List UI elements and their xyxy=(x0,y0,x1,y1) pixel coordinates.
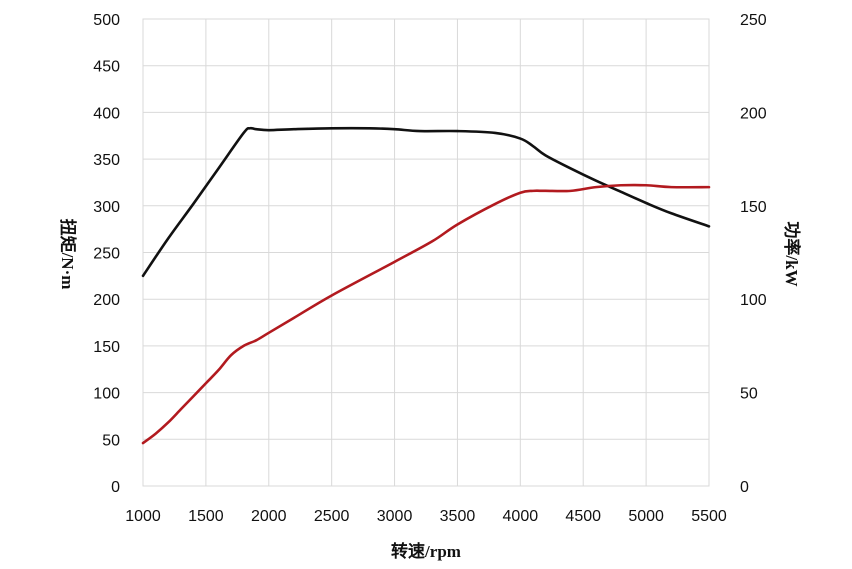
grid xyxy=(142,18,710,487)
x-axis-title: 转速/rpm xyxy=(391,541,461,561)
left-y-tick-label: 450 xyxy=(93,59,120,76)
right-y-axis-title: 功率/kW xyxy=(782,221,802,286)
series-layer xyxy=(141,126,711,445)
left-y-tick-label: 100 xyxy=(93,386,120,403)
plot-frame xyxy=(142,18,710,487)
left-y-tick-label: 400 xyxy=(93,105,120,122)
right-y-tick-label: 150 xyxy=(740,199,767,216)
x-tick-label: 3500 xyxy=(440,508,476,525)
right-y-tick-label: 100 xyxy=(740,292,767,309)
left-y-tick-label: 250 xyxy=(93,246,120,263)
right-y-tick-label: 200 xyxy=(740,105,767,122)
left-y-tick-label: 350 xyxy=(93,152,120,169)
tick-labels: 1000 1500 2000 2500 3000 3500 4000 4500 5000 5500… xyxy=(93,12,767,525)
left-y-tick-label: 0 xyxy=(111,479,120,496)
x-tick-label: 4000 xyxy=(503,508,539,525)
right-y-tick-label: 0 xyxy=(740,479,749,496)
left-y-axis-title: 扭矩/N·m xyxy=(58,219,78,290)
left-y-tick-label: 300 xyxy=(93,199,120,216)
x-tick-label: 2500 xyxy=(314,508,350,525)
x-tick-label: 1500 xyxy=(188,508,224,525)
x-tick-label: 5500 xyxy=(691,508,727,525)
left-y-tick-label: 150 xyxy=(93,339,120,356)
x-tick-label: 3000 xyxy=(377,508,413,525)
x-tick-label: 5000 xyxy=(628,508,664,525)
right-y-tick-label: 50 xyxy=(740,386,758,403)
left-y-tick-label: 500 xyxy=(93,12,120,29)
x-tick-label: 1000 xyxy=(125,508,161,525)
x-tick-label: 2000 xyxy=(251,508,287,525)
power-line xyxy=(141,183,711,445)
left-y-tick-label: 200 xyxy=(93,292,120,309)
torque-line xyxy=(141,126,711,278)
left-y-tick-label: 50 xyxy=(102,432,120,449)
right-y-tick-label: 250 xyxy=(740,12,767,29)
x-tick-label: 4500 xyxy=(565,508,601,525)
